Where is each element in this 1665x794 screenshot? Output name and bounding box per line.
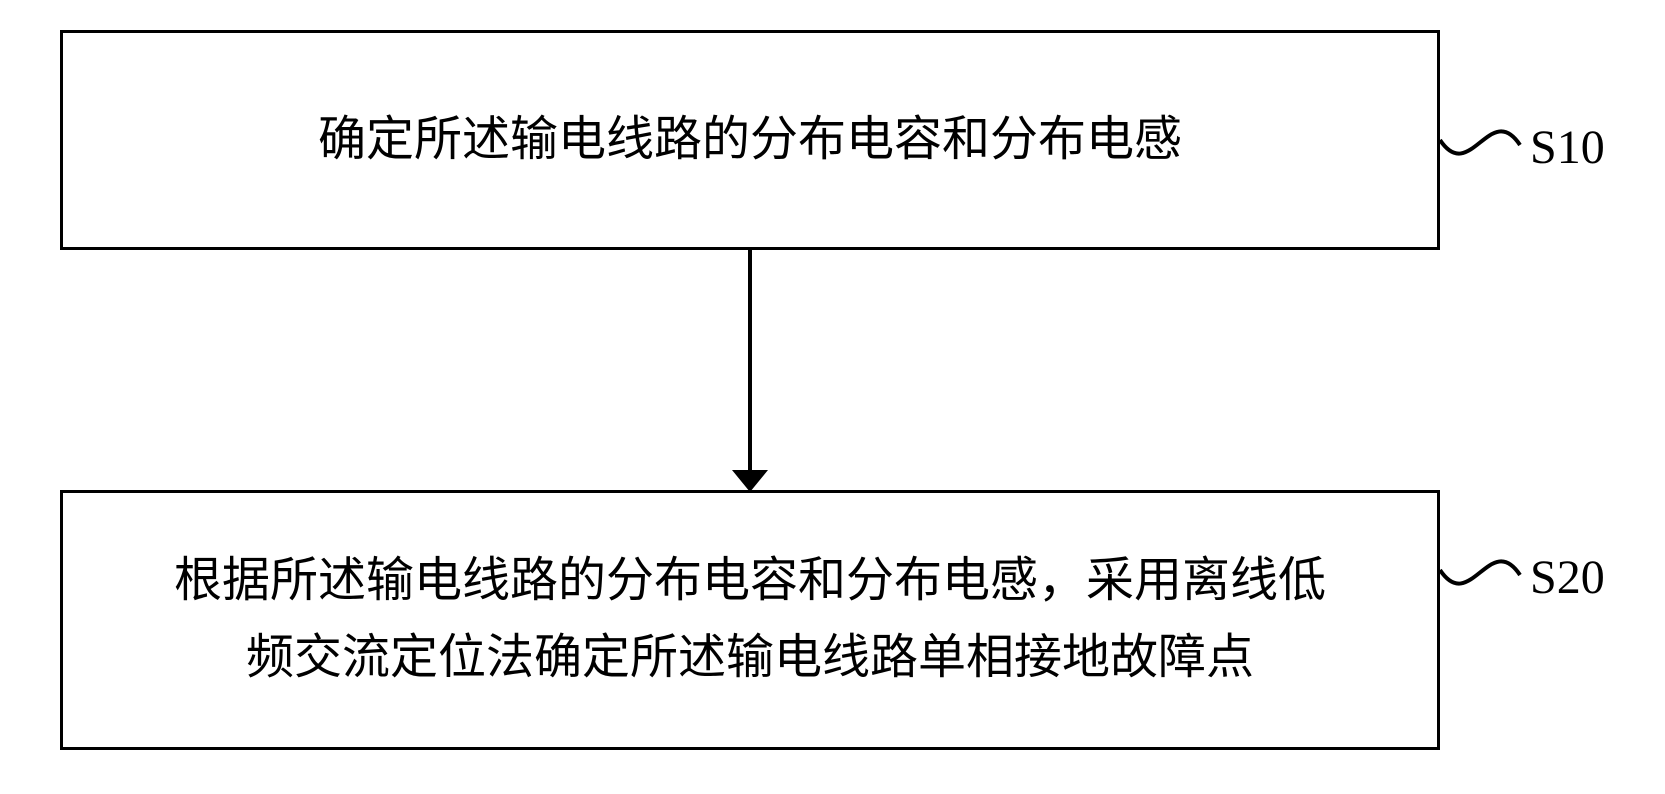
connector-curve-s20 [60, 30, 1620, 770]
flowchart-container: 确定所述输电线路的分布电容和分布电感 S10 根据所述输电线路的分布电容和分布电… [60, 30, 1620, 770]
step-label-s20: S20 [1530, 550, 1605, 605]
